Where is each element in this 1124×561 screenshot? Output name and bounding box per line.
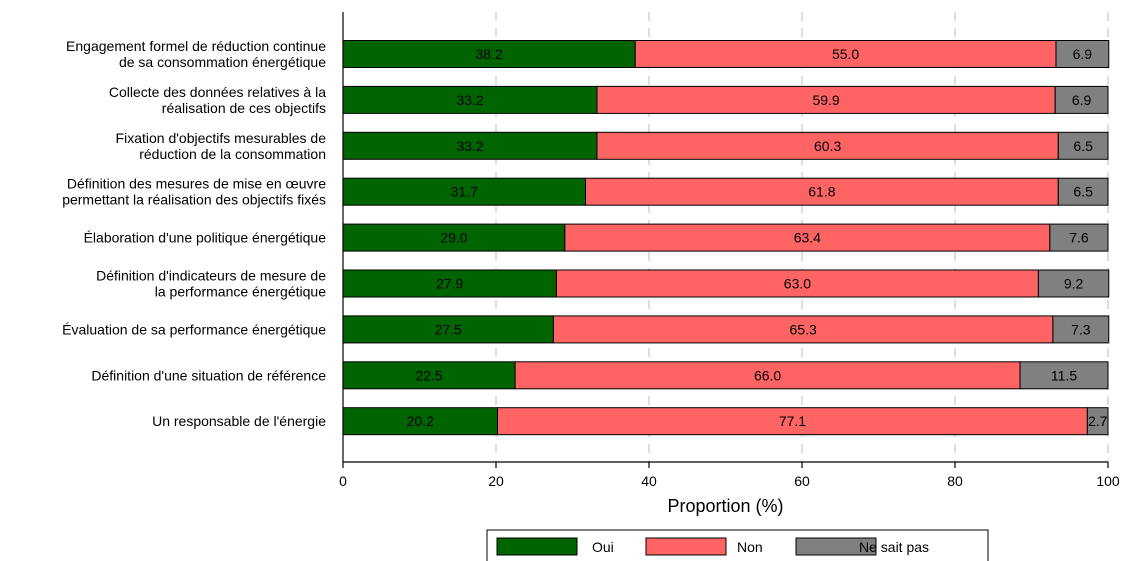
category-label: Définition des mesures de mise en œuvre xyxy=(67,176,326,192)
value-label: 61.8 xyxy=(808,184,835,200)
x-tick-label: 100 xyxy=(1096,473,1120,489)
bar-ne-sait-pas xyxy=(1086,407,1109,436)
value-label: 33.2 xyxy=(456,92,483,108)
value-label: 27.5 xyxy=(435,321,462,337)
value-label: 38.2 xyxy=(475,46,502,62)
category-label: Élaboration d'une politique énergétique xyxy=(84,230,327,246)
bar-ne-sait-pas xyxy=(1055,40,1110,68)
legend: Oui Non Ne sait pas xyxy=(486,529,989,561)
value-label: 6.5 xyxy=(1073,138,1093,154)
bar-ne-sait-pas xyxy=(1052,315,1110,344)
legend-swatch xyxy=(496,537,578,556)
category-label: Collecte des données relatives à la xyxy=(109,84,326,100)
category-label: de sa consommation énergétique xyxy=(119,54,326,70)
bar-ne-sait-pas xyxy=(1057,131,1109,160)
value-label: 9.2 xyxy=(1064,276,1084,292)
value-label: 6.9 xyxy=(1073,46,1093,62)
bar-non xyxy=(596,131,1059,160)
bar-oui xyxy=(342,131,598,160)
category-label: Évaluation de sa performance énergétique xyxy=(62,321,326,337)
bar-non xyxy=(514,361,1021,390)
bar-non xyxy=(564,223,1051,252)
value-label: 2.7 xyxy=(1088,413,1108,429)
value-label: 7.3 xyxy=(1071,321,1091,337)
bar-non xyxy=(552,315,1054,344)
category-label: Définition d'une situation de référence xyxy=(91,367,326,383)
value-label: 20.2 xyxy=(407,413,434,429)
value-label: 11.5 xyxy=(1051,367,1077,383)
bar-non xyxy=(555,269,1039,298)
legend-label: Oui xyxy=(592,539,614,555)
value-labels: 38.2 55.0 6.9 33.2 59.9 6.9 33.2 60.3 6.5 31.7 61.… xyxy=(407,46,1108,429)
x-tick-label: 40 xyxy=(641,473,657,489)
x-tick-label: 0 xyxy=(339,473,347,489)
x-tick-label: 20 xyxy=(488,473,504,489)
bar-oui xyxy=(342,361,516,390)
value-label: 7.6 xyxy=(1069,230,1089,246)
value-label: 60.3 xyxy=(814,138,841,154)
category-label: réduction de la consommation xyxy=(139,146,326,162)
value-label: 27.9 xyxy=(436,276,463,292)
x-tick-label: 60 xyxy=(794,473,810,489)
bar-ne-sait-pas xyxy=(1057,177,1109,206)
x-axis-title: Proportion (%) xyxy=(667,496,783,516)
bar-ne-sait-pas xyxy=(1037,269,1110,298)
value-label: 22.5 xyxy=(415,367,442,383)
category-label: permettant la réalisation des objectifs … xyxy=(62,192,326,208)
x-tick-label: 80 xyxy=(947,473,963,489)
bar-oui xyxy=(342,40,636,68)
value-label: 63.4 xyxy=(794,230,821,246)
category-label: Fixation d'objectifs mesurables de xyxy=(116,130,327,146)
bars xyxy=(342,40,1110,436)
bar-non xyxy=(497,407,1088,436)
bar-oui xyxy=(342,223,566,252)
category-label: réalisation de ces objectifs xyxy=(162,100,326,116)
category-labels: Engagement formel de réduction continued… xyxy=(62,38,326,429)
bar-ne-sait-pas xyxy=(1049,223,1109,252)
legend-swatch xyxy=(795,537,877,556)
bar-ne-sait-pas xyxy=(1054,85,1109,114)
value-label: 29.0 xyxy=(440,230,467,246)
value-label: 55.0 xyxy=(832,46,859,62)
value-label: 31.7 xyxy=(451,184,478,200)
axes: 0 20 40 60 80 100 xyxy=(339,12,1120,489)
bar-oui xyxy=(342,85,598,114)
bar-oui xyxy=(342,269,557,298)
value-label: 66.0 xyxy=(754,367,781,383)
value-label: 65.3 xyxy=(790,321,817,337)
value-label: 59.9 xyxy=(812,92,839,108)
value-label: 63.0 xyxy=(784,276,811,292)
legend-label: Ne sait pas xyxy=(859,539,929,555)
bar-ne-sait-pas xyxy=(1019,361,1109,390)
legend-label: Non xyxy=(737,539,763,555)
category-label: Un responsable de l'énergie xyxy=(152,413,326,429)
category-label: la performance énergétique xyxy=(155,284,326,300)
category-label: Définition d'indicateurs de mesure de xyxy=(96,268,326,284)
bar-non xyxy=(596,85,1056,114)
value-label: 6.5 xyxy=(1073,184,1093,200)
bar-non xyxy=(585,177,1059,206)
value-label: 77.1 xyxy=(779,413,806,429)
category-label: Engagement formel de réduction continue xyxy=(66,38,326,54)
value-label: 33.2 xyxy=(456,138,483,154)
bar-oui xyxy=(342,315,554,344)
value-label: 6.9 xyxy=(1072,92,1092,108)
legend-swatch xyxy=(645,537,727,556)
